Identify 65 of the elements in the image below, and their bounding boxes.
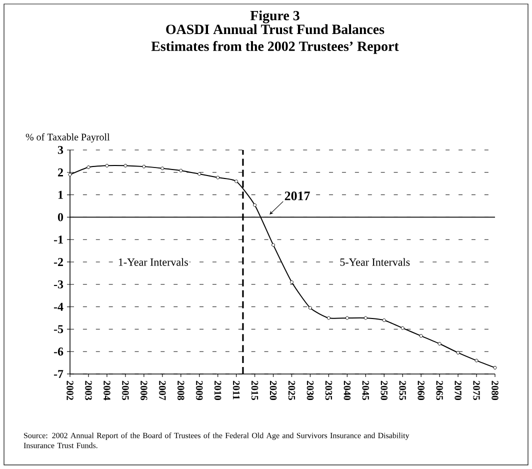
point [290, 280, 294, 284]
chart-subtitle: OASDI Annual Trust Fund Balances Estimates from the 2002 Trustees’ Report [151, 24, 399, 54]
point [160, 166, 164, 170]
x-tick-label: 2020 [270, 380, 277, 400]
y-tick-label: -7 [54, 370, 64, 378]
x-tick-label: 2060 [418, 380, 424, 400]
y-tick-label: 1 [58, 190, 63, 199]
y-tick-label: -5 [54, 325, 64, 334]
chart-title: Figure 3 [250, 10, 300, 24]
point [364, 316, 368, 320]
x-tick-label: 2009 [196, 380, 203, 400]
x-tick-label: 2007 [159, 380, 166, 400]
x-tick-label: 2030 [306, 380, 314, 400]
annotation: 5-Year Intervals [340, 258, 410, 266]
x-tick-label: 2045 [362, 380, 370, 400]
x-tick-label: 2003 [85, 380, 92, 400]
point [142, 164, 146, 168]
x-tick-label: 2015 [251, 380, 258, 400]
point [272, 243, 276, 247]
x-tick-label: 2075 [473, 380, 480, 400]
y-tick-label: -3 [54, 280, 64, 288]
point [456, 350, 460, 354]
x-tick-label: 2035 [325, 380, 332, 400]
x-tick-label: 2065 [436, 380, 443, 400]
y-tick-label: 2 [58, 168, 63, 176]
point [474, 358, 478, 362]
x-tick-label: 2050 [380, 380, 388, 400]
point [382, 318, 386, 322]
point [400, 326, 404, 330]
y-tick-label: -2 [54, 258, 63, 266]
annotation: 2017 [284, 192, 310, 200]
x-tick-label: 2070 [454, 380, 462, 400]
point [198, 172, 202, 176]
y-tick-label: -4 [54, 302, 64, 311]
x-tick-label: 2040 [344, 380, 351, 400]
x-tick-label: 2025 [288, 380, 296, 400]
point [86, 165, 90, 169]
point [124, 164, 128, 168]
point [105, 164, 109, 168]
x-tick-label: 2002 [66, 380, 74, 400]
x-tick-label: 2004 [104, 380, 110, 400]
x-tick-label: 2008 [178, 380, 184, 400]
point [326, 316, 330, 320]
x-tick-label: 2080 [492, 380, 498, 400]
y-tick-label: 0 [58, 213, 64, 222]
point [493, 366, 497, 370]
annotation: 1-Year Intervals [118, 258, 188, 266]
point [179, 168, 183, 172]
point [253, 203, 257, 207]
point [345, 316, 349, 320]
x-tick-label: 2006 [140, 380, 148, 400]
point [308, 306, 312, 310]
y-tick-label: -6 [54, 348, 64, 356]
point [216, 176, 220, 180]
point [419, 334, 423, 338]
y-tick-label: 3 [58, 146, 64, 154]
x-tick-label: 2010 [214, 380, 222, 400]
x-tick-label: 2011 [232, 380, 240, 400]
x-tick-label: 2055 [399, 380, 406, 400]
y-tick-label: -1 [54, 236, 63, 244]
y-axis-title: % of Taxable Payroll [26, 133, 110, 142]
point [438, 342, 442, 346]
point [234, 180, 238, 184]
point [68, 172, 72, 176]
x-tick-label: 2005 [122, 380, 129, 400]
